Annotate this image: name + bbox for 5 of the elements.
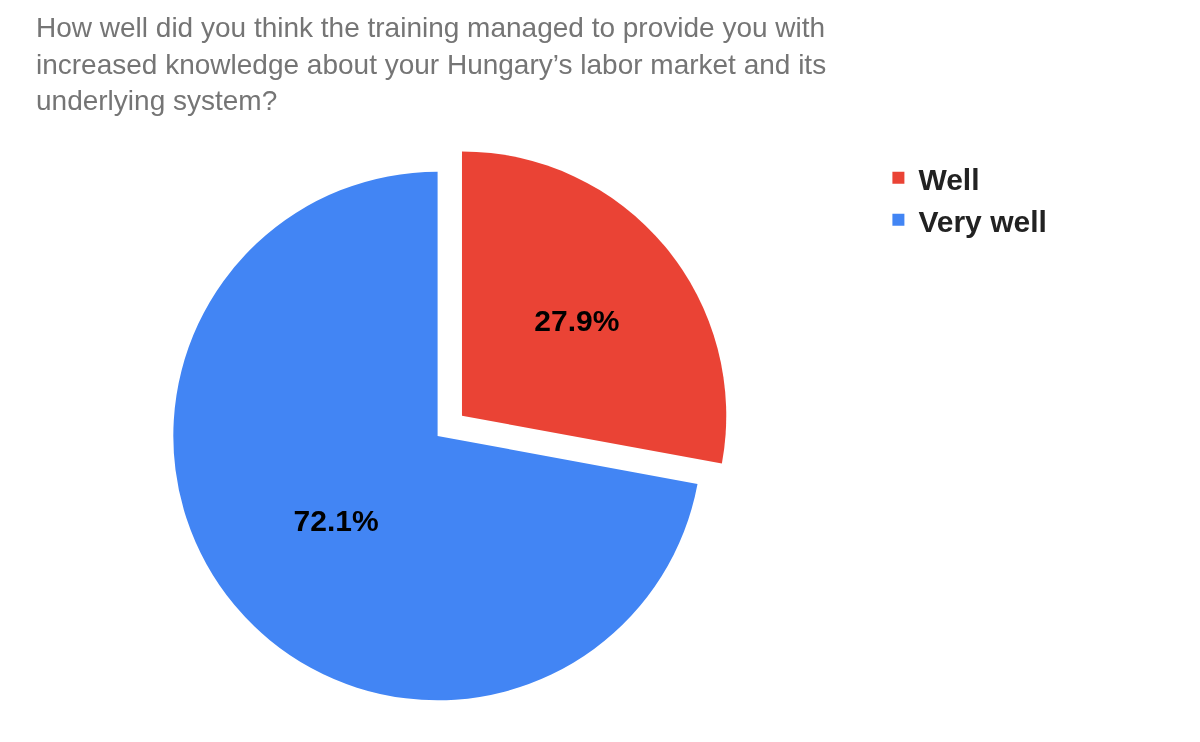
data-label: 27.9% [534,303,620,337]
legend-label: Well [918,162,980,196]
data-label: 72.1% [293,504,379,538]
chart-title: How well did you think the training managed to provide you with increased knowledge about your Hungary’s labor market and its underlying system? [36,12,827,116]
legend-label: Very well [918,204,1047,238]
